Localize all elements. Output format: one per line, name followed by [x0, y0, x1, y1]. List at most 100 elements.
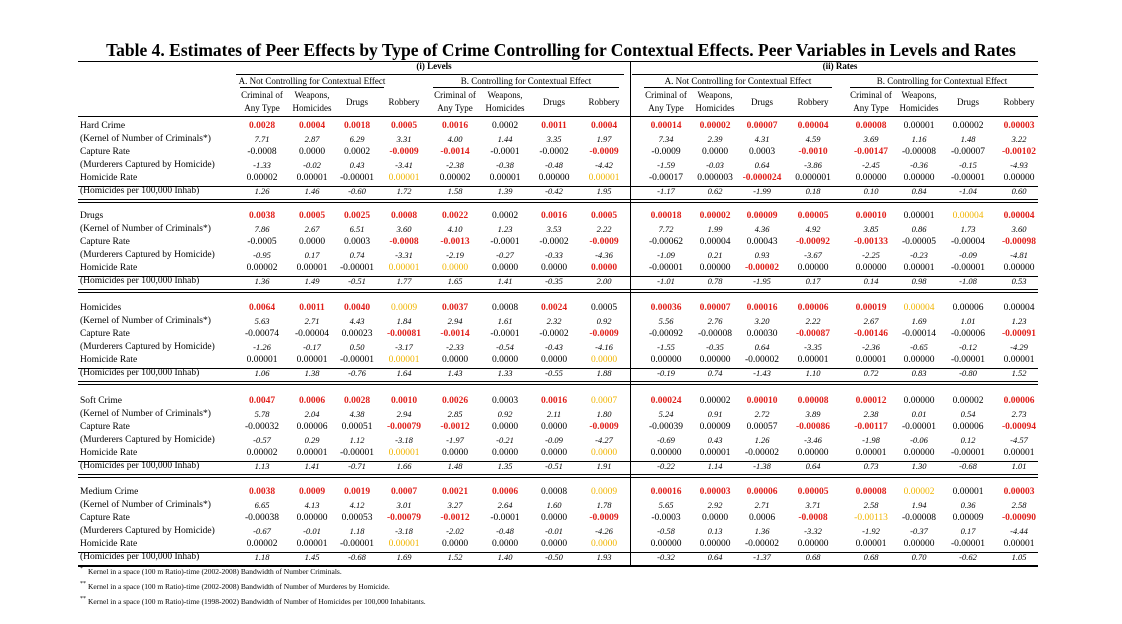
table-cell: 0.00002: [699, 211, 731, 221]
table-cell: 2.64: [497, 499, 513, 510]
table-cell: 0.0009: [590, 487, 618, 497]
column-header: Weapons,: [294, 90, 330, 100]
table-cell: 2.67: [304, 223, 320, 234]
table-cell: 0.54: [960, 408, 976, 419]
column-header: Drugs: [957, 97, 979, 107]
table-cell: 0.0016: [540, 211, 568, 221]
table-cell: 1.97: [596, 133, 612, 144]
table-cell: -0.76: [348, 367, 366, 378]
table-cell: 0.64: [707, 551, 723, 562]
table-cell: -0.00006: [950, 328, 986, 339]
table-cell: 0.0000: [701, 512, 729, 523]
table-cell: 0.73: [863, 460, 879, 471]
table-cell: 2.72: [754, 408, 770, 419]
table-cell: 1.26: [754, 434, 770, 445]
table-cell: -0.0009: [589, 236, 619, 247]
table-cell: 0.0000: [540, 538, 568, 549]
table-cell: -0.68: [348, 551, 366, 562]
table-cell: -0.00032: [244, 421, 280, 432]
table-cell: 6.51: [349, 223, 365, 234]
table-cell: 1.80: [596, 408, 612, 419]
table-cell: 0.00001: [388, 538, 420, 549]
table-cell: -0.12: [959, 341, 977, 352]
table-cell: 4.36: [754, 223, 770, 234]
table-cell: 0.0000: [298, 236, 326, 247]
table-cell: -1.97: [446, 434, 464, 445]
table-cell: 2.71: [754, 499, 770, 510]
table-cell: -0.00113: [854, 512, 888, 523]
table-cell: 0.0000: [701, 146, 729, 157]
footnote-mark: *: [80, 566, 83, 572]
table-cell: 5.56: [658, 315, 674, 326]
table-cell: 0.0000: [491, 538, 519, 549]
table-cell: 0.84: [911, 185, 927, 196]
table-cell: -0.01: [303, 525, 321, 536]
table-cell: 0.0004: [298, 121, 326, 131]
table-cell: 5.63: [254, 315, 270, 326]
table-cell: 0.00001: [1003, 354, 1035, 365]
table-cell: 0.0000: [491, 262, 519, 273]
table-cell: 1.30: [911, 460, 927, 471]
table-cell: -0.80: [959, 367, 977, 378]
table-cell: 0.00000: [903, 396, 935, 406]
table-cell: -0.00079: [386, 421, 422, 432]
table-cell: 2.04: [304, 408, 320, 419]
table-cell: -1.26: [253, 341, 271, 352]
table-cell: -0.00117: [854, 421, 888, 432]
table-cell: -0.35: [545, 275, 563, 286]
table-cell: 0.00016: [746, 303, 778, 313]
table-cell: 0.00014: [650, 121, 682, 131]
table-cell: -0.55: [545, 367, 563, 378]
table-cell: 3.60: [1011, 223, 1027, 234]
table-cell: 5.65: [658, 499, 674, 510]
table-cell: -0.00001: [339, 354, 375, 365]
table-cell: -2.02: [446, 525, 464, 536]
table-cell: -0.00008: [901, 146, 937, 157]
table-cell: 0.00023: [341, 328, 373, 339]
table-cell: 0.18: [805, 185, 821, 196]
table-cell: -0.67: [253, 525, 271, 536]
table-cell: 1.10: [805, 367, 821, 378]
table-cell: -0.62: [959, 551, 977, 562]
table-cell: -2.19: [446, 249, 464, 260]
table-cell: 1.61: [497, 315, 513, 326]
table-cell: 0.00001: [855, 538, 887, 549]
table-cell: 0.00006: [952, 303, 984, 313]
table-cell: -0.36: [910, 159, 928, 170]
table-cell: 0.0038: [248, 487, 276, 497]
row-label: Capture Rate: [80, 421, 130, 432]
table-cell: 0.10: [863, 185, 879, 196]
table-cell: -0.54: [496, 341, 514, 352]
table-cell: 0.64: [805, 460, 821, 471]
table-cell: -1.95: [753, 275, 771, 286]
table-cell: 0.0000: [590, 262, 618, 273]
table-cell: 0.00001: [699, 447, 731, 458]
table-cell: -0.0008: [389, 236, 419, 247]
table-cell: 0.00000: [296, 512, 328, 523]
table-cell: 0.62: [707, 185, 723, 196]
table-cell: 0.0005: [590, 211, 618, 221]
table-cell: -0.0002: [539, 236, 569, 247]
table-cell: 0.0040: [343, 303, 371, 313]
table-cell: 0.00010: [855, 211, 887, 221]
table-cell: 0.00000: [650, 354, 682, 365]
table-cell: -3.35: [804, 341, 822, 352]
table-cell: 1.41: [304, 460, 320, 471]
table-cell: 0.12: [960, 434, 976, 445]
table-cell: 0.0006: [491, 487, 519, 497]
table-cell: -1.09: [657, 249, 675, 260]
table-cell: -0.51: [545, 460, 563, 471]
table-cell: -2.25: [862, 249, 880, 260]
table-cell: 1.33: [497, 367, 513, 378]
row-label: Capture Rate: [80, 236, 130, 247]
table-cell: -0.58: [657, 525, 675, 536]
table-cell: 1.44: [497, 133, 513, 144]
table-cell: 1.05: [1011, 551, 1027, 562]
table-cell: 0.74: [707, 367, 723, 378]
table-cell: 1.78: [596, 499, 612, 510]
table-cell: 0.00004: [952, 211, 984, 221]
row-separator: [78, 460, 1038, 462]
table-cell: 0.00043: [746, 236, 778, 247]
group-label: A. Not Controlling for Contextual Effect: [238, 76, 386, 86]
table-cell: 0.00001: [903, 262, 935, 273]
